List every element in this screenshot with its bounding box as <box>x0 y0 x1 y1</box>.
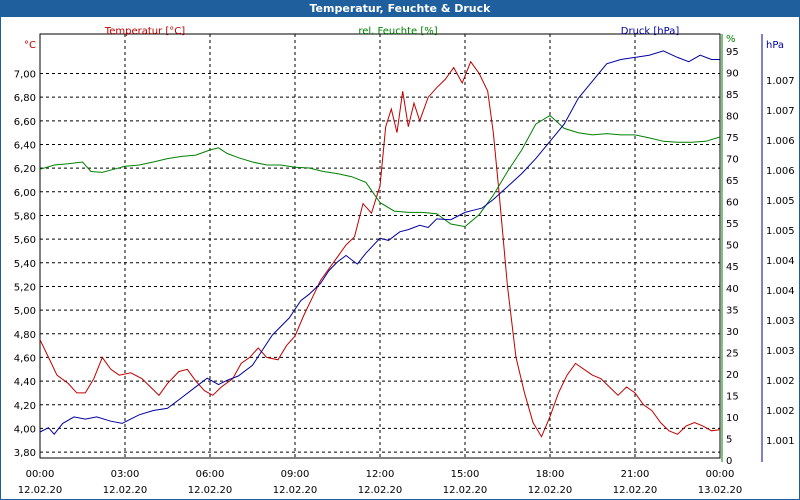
y-tick-label-humidity: 35 <box>726 305 739 316</box>
y-tick-label-pressure: 1.003 <box>766 316 795 327</box>
x-tick-label-date: 12.02.20 <box>273 485 318 496</box>
y-tick-label-temperature: 7,00 <box>14 69 36 80</box>
y-tick-label-pressure: 1.006 <box>766 136 795 147</box>
x-tick-label-time: 00:00 <box>26 469 55 480</box>
y-tick-label-temperature: 4,20 <box>14 401 36 412</box>
y-tick-label-humidity: 45 <box>726 262 739 273</box>
y-tick-label-temperature: 3,80 <box>14 448 36 459</box>
y-tick-label-pressure: 1.005 <box>766 226 795 237</box>
y-tick-label-humidity: 95 <box>726 47 739 58</box>
y-tick-label-humidity: 50 <box>726 241 739 252</box>
series-line <box>39 60 721 438</box>
y-tick-label-temperature: 4,80 <box>14 330 36 341</box>
y-tick-label-temperature: 5,00 <box>14 306 36 317</box>
y-tick-label-humidity: 25 <box>726 348 739 359</box>
y-tick-label-humidity: 90 <box>726 68 739 79</box>
y-tick-label-temperature: 6,40 <box>14 140 36 151</box>
y-tick-label-humidity: 60 <box>726 198 739 209</box>
series-label: Temperatur [°C] <box>104 26 185 37</box>
y-tick-label-humidity: 75 <box>726 133 739 144</box>
y-tick-label-humidity: % <box>726 34 736 45</box>
y-tick-label-humidity: 10 <box>726 413 739 424</box>
x-tick-label-time: 09:00 <box>281 469 310 480</box>
x-tick-label-time: 00:00 <box>706 469 735 480</box>
y-tick-label-humidity: 70 <box>726 155 739 166</box>
y-tick-label-temperature: 6,20 <box>14 164 36 175</box>
x-tick-label-date: 12.02.20 <box>528 485 573 496</box>
y-tick-label-pressure: 1.002 <box>766 406 795 417</box>
y-tick-label-temperature: 6,80 <box>14 93 36 104</box>
x-tick-label-date: 12.02.20 <box>613 485 658 496</box>
y-tick-label-humidity: 30 <box>726 327 739 338</box>
x-tick-label-time: 03:00 <box>111 469 140 480</box>
x-tick-label-time: 12:00 <box>366 469 395 480</box>
y-tick-label-pressure: 1.007 <box>766 76 795 87</box>
x-tick-label-date: 12.02.20 <box>103 485 148 496</box>
series-line <box>39 50 720 435</box>
y-tick-label-humidity: 55 <box>726 219 739 230</box>
y-tick-label-pressure: 1.005 <box>766 196 795 207</box>
y-axis-unit-temperature: °C <box>24 40 36 51</box>
y-tick-label-pressure: 1.003 <box>766 346 795 357</box>
y-tick-label-pressure: 1.004 <box>766 256 795 267</box>
y-tick-label-pressure: 1.001 <box>766 436 795 447</box>
x-tick-label-date: 12.02.20 <box>443 485 488 496</box>
y-tick-label-humidity: 65 <box>726 176 739 187</box>
series-line <box>39 114 721 228</box>
y-tick-label-temperature: 5,40 <box>14 259 36 270</box>
y-tick-label-pressure: 1.007 <box>766 106 795 117</box>
x-tick-label-date: 12.02.20 <box>18 485 63 496</box>
y-tick-label-humidity: 0 <box>726 456 732 467</box>
y-tick-label-pressure: 1.002 <box>766 376 795 387</box>
y-tick-label-temperature: 6,60 <box>14 117 36 128</box>
y-tick-label-humidity: 15 <box>726 391 739 402</box>
y-tick-label-temperature: 6,00 <box>14 188 36 199</box>
y-tick-label-humidity: 80 <box>726 112 739 123</box>
x-tick-label-date: 12.02.20 <box>188 485 233 496</box>
y-tick-label-temperature: 5,20 <box>14 282 36 293</box>
y-tick-label-temperature: 5,60 <box>14 235 36 246</box>
y-tick-label-temperature: 5,80 <box>14 211 36 222</box>
y-tick-label-humidity: 5 <box>726 434 732 445</box>
y-tick-label-pressure: 1.004 <box>766 286 795 297</box>
window-title: Temperatur, Feuchte & Druck <box>1 1 799 17</box>
y-tick-label-humidity: 40 <box>726 284 739 295</box>
x-tick-label-time: 15:00 <box>451 469 480 480</box>
y-axis-unit-pressure: hPa <box>766 40 784 51</box>
y-tick-label-temperature: 4,60 <box>14 353 36 364</box>
y-tick-label-temperature: 4,40 <box>14 377 36 388</box>
x-tick-label-time: 21:00 <box>621 469 650 480</box>
x-tick-label-time: 18:00 <box>536 469 565 480</box>
y-tick-label-temperature: 4,00 <box>14 424 36 435</box>
y-tick-label-humidity: 20 <box>726 370 739 381</box>
series-label: Druck [hPa] <box>621 26 680 37</box>
x-tick-label-date: 13.02.20 <box>698 485 743 496</box>
y-tick-label-humidity: 85 <box>726 90 739 101</box>
series-label: rel. Feuchte [%] <box>358 26 437 37</box>
x-tick-label-date: 12.02.20 <box>358 485 403 496</box>
y-tick-label-pressure: 1.006 <box>766 166 795 177</box>
x-tick-label-time: 06:00 <box>196 469 225 480</box>
